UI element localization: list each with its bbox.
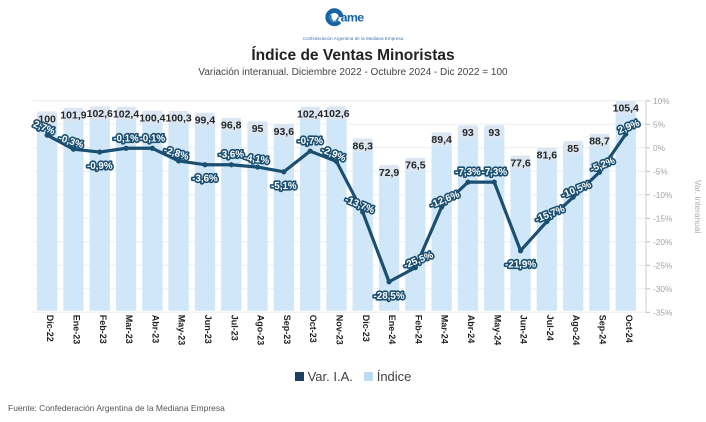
svg-text:Jun-24: Jun-24 (519, 315, 529, 344)
svg-text:-5%: -5% (653, 166, 668, 176)
svg-text:76,5: 76,5 (405, 160, 426, 172)
svg-text:Sep-24: Sep-24 (597, 315, 607, 345)
svg-text:-35%: -35% (653, 307, 673, 317)
svg-text:Dic-22: Dic-22 (45, 315, 55, 342)
svg-text:-5,1%: -5,1% (271, 181, 297, 192)
svg-text:Nov-23: Nov-23 (334, 315, 344, 345)
svg-text:102,6: 102,6 (87, 108, 113, 120)
svg-text:Mar-23: Mar-23 (124, 315, 134, 344)
svg-text:72,9: 72,9 (379, 167, 400, 179)
svg-text:Ene-23: Ene-23 (71, 315, 81, 345)
svg-text:10%: 10% (653, 96, 670, 106)
svg-text:102,4: 102,4 (113, 109, 139, 121)
svg-text:Jul-24: Jul-24 (545, 315, 555, 341)
svg-text:-28,5%: -28,5% (374, 291, 405, 302)
svg-text:86,3: 86,3 (353, 140, 374, 152)
svg-text:Abr-24: Abr-24 (466, 315, 476, 344)
svg-text:-30%: -30% (653, 284, 673, 294)
svg-text:89,4: 89,4 (431, 134, 452, 146)
svg-text:Ene-24: Ene-24 (387, 315, 397, 345)
svg-text:5%: 5% (653, 119, 666, 129)
svg-text:77,6: 77,6 (510, 157, 531, 169)
svg-text:Feb-24: Feb-24 (413, 315, 423, 344)
svg-text:Oct-24: Oct-24 (624, 315, 634, 343)
svg-text:Mar-24: Mar-24 (440, 315, 450, 344)
svg-text:81,6: 81,6 (537, 150, 558, 162)
svg-text:96,8: 96,8 (221, 120, 242, 132)
svg-text:-0,1%: -0,1% (113, 133, 139, 144)
svg-text:-20%: -20% (653, 237, 673, 247)
svg-text:May-24: May-24 (492, 315, 502, 346)
svg-text:-7,3%: -7,3% (455, 167, 481, 178)
svg-text:Oct-23: Oct-23 (308, 315, 318, 343)
svg-text:Var. Interanual: Var. Interanual (693, 180, 703, 234)
svg-text:Ago-24: Ago-24 (571, 315, 581, 346)
svg-text:-0,9%: -0,9% (87, 161, 113, 172)
svg-text:102,4: 102,4 (297, 109, 323, 121)
svg-text:Dic-23: Dic-23 (361, 315, 371, 342)
svg-text:Jul-23: Jul-23 (229, 315, 239, 341)
svg-text:101,9: 101,9 (60, 110, 86, 122)
svg-text:Jun-23: Jun-23 (203, 315, 213, 344)
svg-text:93: 93 (462, 127, 474, 139)
svg-text:Abr-23: Abr-23 (150, 315, 160, 344)
svg-text:-0,1%: -0,1% (140, 133, 166, 144)
svg-text:-7,3%: -7,3% (481, 167, 507, 178)
svg-text:Sep-23: Sep-23 (282, 315, 292, 345)
svg-text:102,6: 102,6 (323, 108, 349, 120)
svg-text:ame: ame (341, 11, 365, 25)
svg-text:May-23: May-23 (177, 315, 187, 346)
svg-text:100,4: 100,4 (139, 113, 165, 125)
svg-text:-10%: -10% (653, 190, 673, 200)
svg-text:95: 95 (252, 123, 264, 135)
svg-text:99,4: 99,4 (195, 114, 216, 126)
svg-text:-3,6%: -3,6% (192, 174, 218, 185)
svg-text:85: 85 (567, 143, 579, 155)
svg-text:0%: 0% (653, 143, 666, 153)
svg-text:-25%: -25% (653, 260, 673, 270)
svg-text:100,3: 100,3 (166, 113, 192, 125)
svg-text:93,6: 93,6 (274, 126, 295, 138)
svg-text:-15%: -15% (653, 213, 673, 223)
svg-text:Feb-23: Feb-23 (98, 315, 108, 344)
svg-text:88,7: 88,7 (589, 136, 610, 148)
svg-text:93: 93 (488, 127, 500, 139)
svg-text:-0,7%: -0,7% (297, 136, 323, 147)
svg-text:105,4: 105,4 (613, 103, 639, 115)
svg-text:Ago-23: Ago-23 (256, 315, 266, 346)
svg-text:-21,9%: -21,9% (505, 260, 536, 271)
svg-text:-3,6%: -3,6% (218, 150, 244, 161)
